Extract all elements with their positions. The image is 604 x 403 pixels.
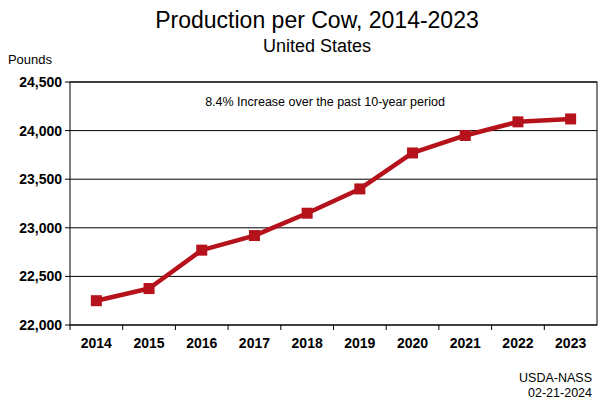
series (91, 113, 576, 306)
x-tick-label: 2014 (81, 335, 112, 351)
y-tick (65, 82, 70, 83)
x-tick (491, 325, 492, 330)
x-tick (386, 325, 387, 330)
marker (144, 283, 155, 294)
x-tick-label: 2017 (239, 335, 270, 351)
marker (512, 116, 523, 127)
x-tick-label: 2019 (344, 335, 375, 351)
y-tick (65, 325, 70, 326)
y-tick-label: 22,500 (19, 268, 62, 284)
x-tick-label: 2015 (133, 335, 164, 351)
marker (249, 230, 260, 241)
grid-line (70, 179, 597, 180)
x-tick-label: 2022 (502, 335, 533, 351)
x-tick (122, 325, 123, 330)
y-axis-label: Pounds (8, 52, 53, 67)
marker (196, 245, 207, 256)
grid-line (70, 276, 597, 277)
x-tick (544, 325, 545, 330)
y-tick-label: 22,000 (19, 317, 62, 333)
x-tick (228, 325, 229, 330)
y-tick-label: 24,000 (19, 123, 62, 139)
x-tick (333, 325, 334, 330)
line (96, 119, 570, 301)
y-tick (65, 130, 70, 131)
title: Production per Cow, 2014-2023 (155, 7, 479, 33)
source: USDA-NASS (519, 371, 592, 385)
y-tick-label: 23,500 (19, 171, 62, 187)
chart: Production per Cow, 2014-2023 United Stat… (0, 0, 604, 403)
marker (91, 295, 102, 306)
x-tick (280, 325, 281, 330)
grid-line (70, 227, 597, 228)
x-tick-label: 2021 (450, 335, 481, 351)
x-tick (70, 325, 71, 330)
marker (407, 147, 418, 158)
marker (460, 130, 471, 141)
x-tick (175, 325, 176, 330)
plot-frame (70, 82, 597, 325)
x-tick-label: 2020 (397, 335, 428, 351)
marker (302, 208, 313, 219)
y-tick (65, 276, 70, 277)
x-tick-label: 2023 (555, 335, 586, 351)
grid-line (70, 130, 597, 131)
x-tick-label: 2016 (186, 335, 217, 351)
y-tick-label: 24,500 (19, 74, 62, 90)
marker (565, 113, 576, 124)
x-tick (438, 325, 439, 330)
annotation: 8.4% Increase over the past 10-year peri… (205, 95, 445, 109)
page: {"chart_data": {"type": "line", "title":… (0, 0, 604, 403)
grid (65, 82, 597, 325)
x-tick-label: 2018 (292, 335, 323, 351)
source: 02-21-2024 (528, 386, 592, 400)
y-tick (65, 227, 70, 228)
marker (354, 183, 365, 194)
y-tick (65, 179, 70, 180)
subtitle: United States (263, 36, 371, 56)
y-tick-label: 23,000 (19, 220, 62, 236)
